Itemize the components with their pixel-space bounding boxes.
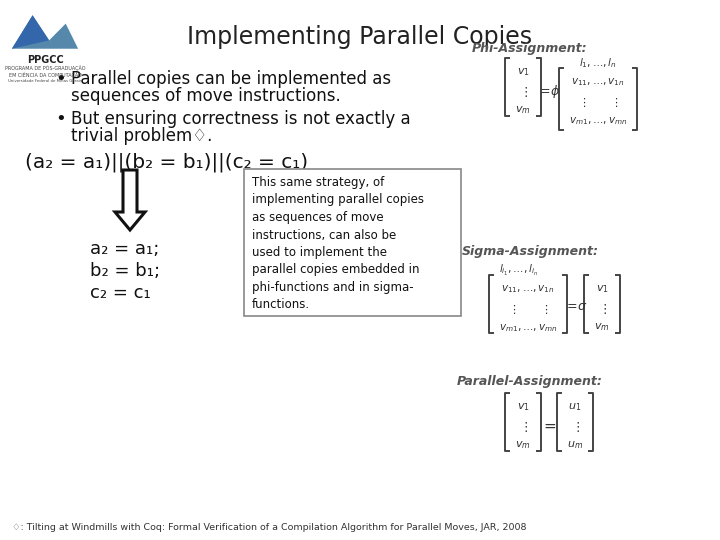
Polygon shape	[12, 15, 49, 49]
Text: (a₂ = a₁)||(b₂ = b₁)||(c₂ = c₁): (a₂ = a₁)||(b₂ = b₁)||(c₂ = c₁)	[25, 152, 308, 172]
Text: Parallel copies can be implemented as: Parallel copies can be implemented as	[71, 70, 391, 88]
Text: $=\!\phi$: $=\!\phi$	[537, 83, 561, 100]
Text: $v_{m1}, \ldots, v_{mn}$: $v_{m1}, \ldots, v_{mn}$	[499, 322, 557, 334]
Text: sequences of move instructions.: sequences of move instructions.	[71, 87, 341, 105]
Text: Sigma-Assignment:: Sigma-Assignment:	[462, 245, 598, 258]
Text: $v_m$: $v_m$	[516, 439, 531, 451]
Text: $v_{11}, \ldots, v_{1n}$: $v_{11}, \ldots, v_{1n}$	[571, 76, 625, 88]
Text: •: •	[55, 110, 66, 128]
Text: $\vdots$: $\vdots$	[518, 85, 528, 99]
Text: $=$: $=$	[541, 418, 557, 433]
Text: $v_m$: $v_m$	[516, 104, 531, 116]
Text: $\vdots$: $\vdots$	[598, 302, 606, 316]
Text: •: •	[55, 70, 66, 88]
Polygon shape	[12, 15, 78, 49]
Text: But ensuring correctness is not exactly a: But ensuring correctness is not exactly …	[71, 110, 410, 128]
Text: $u_m$: $u_m$	[567, 439, 583, 451]
Text: c₂ = c₁: c₂ = c₁	[90, 284, 150, 302]
Text: $v_1$: $v_1$	[516, 66, 529, 78]
Text: $v_1$: $v_1$	[595, 283, 608, 295]
Text: $v_{11}, \ldots, v_{1n}$: $v_{11}, \ldots, v_{1n}$	[501, 283, 555, 295]
Text: $v_1$: $v_1$	[516, 401, 529, 413]
Text: $l_1, \ldots, l_n$: $l_1, \ldots, l_n$	[579, 56, 617, 70]
Text: PPGCC: PPGCC	[27, 55, 63, 65]
Text: $\vdots \qquad \vdots$: $\vdots \qquad \vdots$	[508, 303, 549, 316]
FancyBboxPatch shape	[244, 169, 461, 316]
Text: Phi-Assignment:: Phi-Assignment:	[472, 42, 588, 55]
Text: Implementing Parallel Copies: Implementing Parallel Copies	[187, 25, 533, 49]
Text: $=\!\sigma$: $=\!\sigma$	[564, 300, 588, 313]
Text: $v_{m1}, \ldots, v_{mn}$: $v_{m1}, \ldots, v_{mn}$	[569, 115, 627, 127]
Text: This same strategy, of
implementing parallel copies
as sequences of move
instruc: This same strategy, of implementing para…	[252, 176, 424, 312]
Text: $\vdots$: $\vdots$	[518, 420, 528, 434]
Text: PROGRAMA DE PÓS-GRADUAÇÃO
EM CIÊNCIA DA COMPUTAÇÃO: PROGRAMA DE PÓS-GRADUAÇÃO EM CIÊNCIA DA …	[5, 65, 85, 78]
Text: $\vdots \qquad \vdots$: $\vdots \qquad \vdots$	[577, 96, 618, 109]
Text: $l_{i_1}, \ldots, l_{i_n}$: $l_{i_1}, \ldots, l_{i_n}$	[499, 263, 539, 278]
Text: $\vdots$: $\vdots$	[570, 420, 580, 434]
Text: $u_1$: $u_1$	[568, 401, 582, 413]
Text: a₂ = a₁;: a₂ = a₁;	[90, 240, 159, 258]
Text: $v_m$: $v_m$	[594, 321, 610, 333]
Text: Universidade Federal de Minas Gerais: Universidade Federal de Minas Gerais	[8, 78, 82, 83]
Text: b₂ = b₁;: b₂ = b₁;	[90, 262, 160, 280]
Text: trivial problem♢.: trivial problem♢.	[71, 127, 212, 145]
Text: ♢: Tilting at Windmills with Coq: Formal Verification of a Compilation Algorithm: ♢: Tilting at Windmills with Coq: Formal…	[12, 523, 526, 532]
Polygon shape	[115, 170, 145, 230]
Text: Parallel-Assignment:: Parallel-Assignment:	[457, 375, 603, 388]
